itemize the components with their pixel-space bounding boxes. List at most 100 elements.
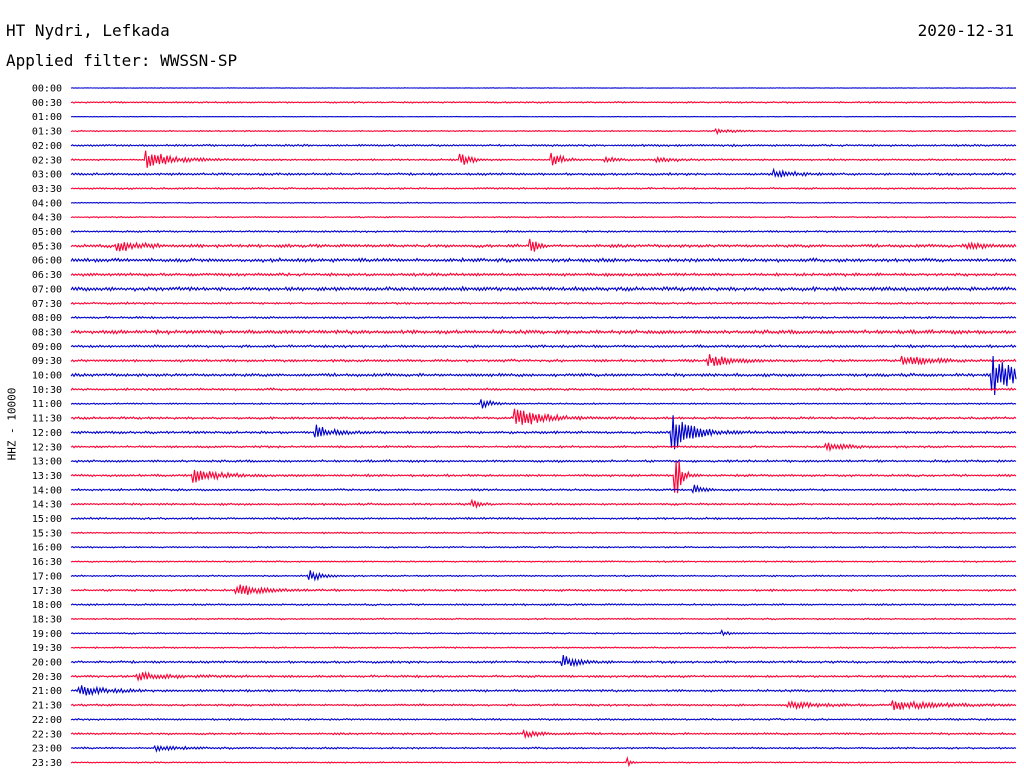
row-time-label: 00:30 (32, 98, 62, 109)
trace-line (70, 442, 1017, 453)
trace-line (70, 531, 1017, 535)
row-time-label: 07:30 (32, 299, 62, 310)
row-time-label: 09:00 (32, 342, 62, 353)
trace-line (70, 355, 1017, 396)
row-time-label: 15:00 (32, 514, 62, 525)
row-time-label: 17:30 (32, 586, 62, 597)
date-label: 2020-12-31 (917, 21, 1014, 40)
row-time-label: 08:00 (32, 313, 62, 324)
trace-line (70, 545, 1017, 549)
trace-line (70, 285, 1017, 293)
trace-line (70, 415, 1017, 450)
trace-line (70, 127, 1017, 136)
station-title: HT Nydri, Lefkada (6, 21, 170, 40)
row-time-label: 12:00 (32, 428, 62, 439)
row-time-label: 02:30 (32, 155, 62, 166)
trace-line (70, 343, 1017, 349)
trace-line (70, 560, 1017, 564)
trace-line (70, 685, 1017, 697)
row-time-label: 06:00 (32, 256, 62, 267)
trace-line (70, 602, 1017, 607)
row-time-label: 04:30 (32, 213, 62, 224)
row-time-label: 03:30 (32, 184, 62, 195)
row-time-label: 22:00 (32, 715, 62, 726)
trace-line (70, 728, 1017, 740)
trace-line (70, 229, 1017, 234)
row-time-label: 21:30 (32, 701, 62, 712)
trace-line (70, 150, 1017, 168)
trace-line (70, 646, 1017, 650)
trace-line (70, 271, 1017, 278)
row-time-label: 23:00 (32, 744, 62, 755)
row-time-label: 20:30 (32, 672, 62, 683)
row-time-label: 20:00 (32, 658, 62, 669)
row-time-label: 15:30 (32, 528, 62, 539)
trace-line (70, 238, 1017, 252)
row-time-label: 13:30 (32, 471, 62, 482)
trace-line (70, 461, 1017, 494)
row-time-label: 05:30 (32, 241, 62, 252)
row-time-label: 17:00 (32, 571, 62, 582)
trace-line (70, 354, 1017, 367)
trace-line (70, 756, 1017, 768)
trace-line (70, 215, 1017, 219)
trace-line (70, 301, 1017, 306)
row-time-label: 10:30 (32, 385, 62, 396)
row-time-label: 03:00 (32, 170, 62, 181)
trace-line (70, 387, 1017, 392)
trace-line (70, 744, 1017, 753)
trace-line (70, 167, 1017, 179)
row-time-label: 05:00 (32, 227, 62, 238)
row-time-label: 23:30 (32, 758, 62, 769)
trace-line (70, 143, 1017, 148)
row-time-label: 18:30 (32, 614, 62, 625)
trace-line (70, 399, 1017, 409)
row-time-label: 04:00 (32, 198, 62, 209)
row-time-label: 08:30 (32, 327, 62, 338)
trace-line (70, 315, 1017, 320)
trace-line (70, 484, 1017, 495)
filter-label: Applied filter: WWSSN-SP (6, 51, 238, 70)
trace-line (70, 655, 1017, 668)
row-time-label: 21:00 (32, 686, 62, 697)
trace-line (70, 408, 1017, 425)
row-time-label: 19:00 (32, 629, 62, 640)
row-time-label: 06:30 (32, 270, 62, 281)
row-time-label: 11:30 (32, 414, 62, 425)
row-time-label: 18:00 (32, 600, 62, 611)
row-time-label: 10:00 (32, 371, 62, 382)
row-time-label: 12:30 (32, 442, 62, 453)
trace-line (70, 186, 1017, 191)
row-time-label: 16:30 (32, 557, 62, 568)
trace-line (70, 458, 1017, 464)
row-time-label: 09:30 (32, 356, 62, 367)
trace-line (70, 670, 1017, 682)
trace-line (70, 617, 1017, 621)
trace-line (70, 516, 1017, 521)
row-time-label: 14:30 (32, 500, 62, 511)
row-time-label: 13:00 (32, 457, 62, 468)
row-time-label: 11:00 (32, 399, 62, 410)
row-time-label: 01:30 (32, 127, 62, 138)
trace-line (70, 87, 1017, 89)
trace-line (70, 100, 1017, 104)
trace-line (70, 328, 1017, 336)
trace-line (70, 628, 1017, 637)
trace-line (70, 498, 1017, 510)
trace-line (70, 717, 1017, 722)
row-time-label: 19:30 (32, 643, 62, 654)
row-time-label: 00:00 (32, 84, 62, 95)
row-time-label: 22:30 (32, 729, 62, 740)
trace-line (70, 570, 1017, 582)
trace-line (70, 257, 1017, 264)
row-time-label: 01:00 (32, 112, 62, 123)
trace-line (70, 584, 1017, 595)
trace-line (70, 699, 1017, 711)
trace-line (70, 201, 1017, 204)
trace-line (70, 115, 1017, 118)
row-time-label: 16:00 (32, 543, 62, 554)
row-time-label: 02:00 (32, 141, 62, 152)
row-time-label: 07:00 (32, 284, 62, 295)
row-time-label: 14:00 (32, 485, 62, 496)
